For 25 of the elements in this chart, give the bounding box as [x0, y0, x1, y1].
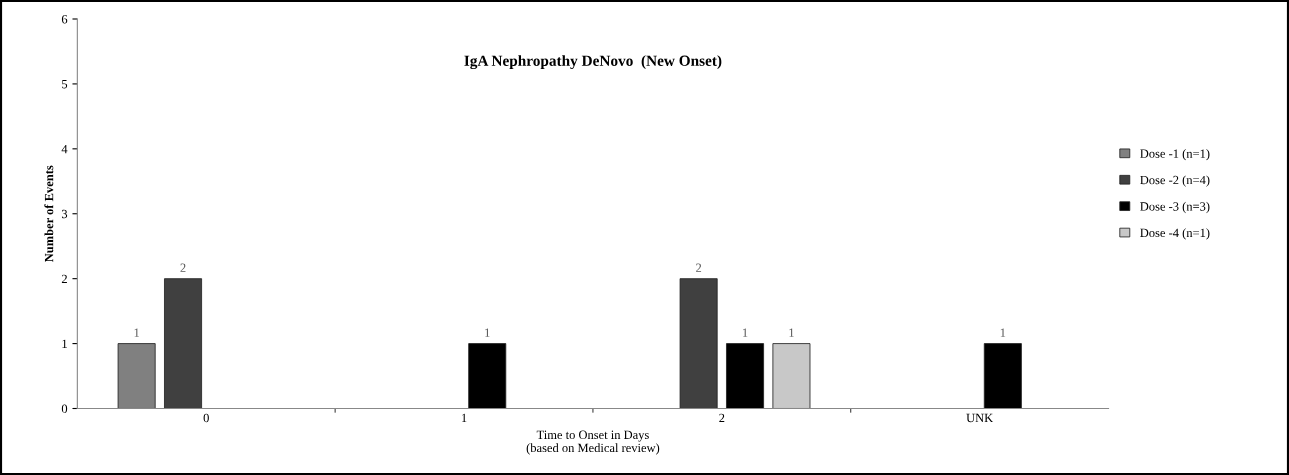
y-tick-label: 0 [61, 404, 68, 413]
legend-label: Dose -4 (n=1) [1140, 228, 1210, 240]
data-label: 1 [134, 328, 140, 337]
y-tick-label: 4 [61, 144, 68, 154]
data-label: 1 [743, 328, 748, 337]
x-tick-label: 2 [719, 413, 725, 423]
y-tick-label: 1 [62, 339, 67, 348]
y-tick-label: 2 [61, 274, 67, 283]
x-tick-label: UNK [966, 413, 994, 423]
x-tick-label: 0 [203, 413, 209, 423]
y-tick-label: 5 [62, 80, 68, 89]
legend-label: Dose -2 (n=4) [1140, 175, 1210, 187]
x-axis-title: Time to Onset in Days (based on Medical review) [526, 430, 660, 455]
data-label: 2 [180, 263, 186, 272]
data-label: 1 [789, 328, 794, 337]
text: IgA Nephropathy DeNovo (New Onset) [464, 55, 722, 70]
y-axis-title: Number of Events [44, 165, 54, 263]
x-tick-label: 1 [462, 413, 467, 423]
data-label: 1 [485, 328, 490, 337]
y-tick-label: 3 [61, 209, 68, 219]
y-tick-label: 6 [61, 15, 68, 24]
data-label: 1 [1000, 328, 1006, 337]
data-label: 2 [696, 263, 702, 272]
legend-label: Dose -1 (n=1) [1140, 149, 1210, 161]
legend-label: Dose -3 (n=3) [1140, 201, 1210, 214]
